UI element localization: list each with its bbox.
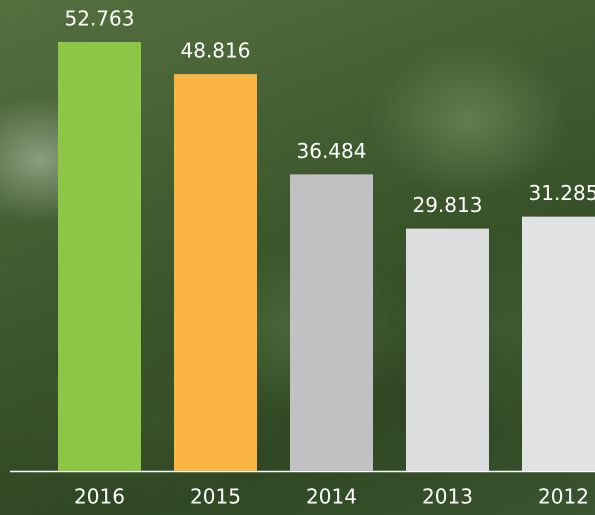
x-tick-label: 2012	[538, 485, 589, 509]
x-tick-label: 2016	[74, 485, 125, 509]
x-tick-label: 2013	[422, 485, 473, 509]
bar	[290, 174, 373, 472]
value-label: 48.816	[181, 39, 251, 63]
bar	[522, 216, 595, 471]
bar	[406, 228, 489, 471]
bar	[174, 74, 257, 472]
x-tick-label: 2014	[306, 485, 357, 509]
bar	[58, 42, 141, 471]
x-tick-label: 2015	[190, 485, 241, 509]
value-label: 36.484	[297, 139, 367, 163]
value-label: 29.813	[413, 193, 483, 217]
value-label: 31.285	[529, 181, 595, 205]
value-label: 52.763	[65, 7, 135, 31]
